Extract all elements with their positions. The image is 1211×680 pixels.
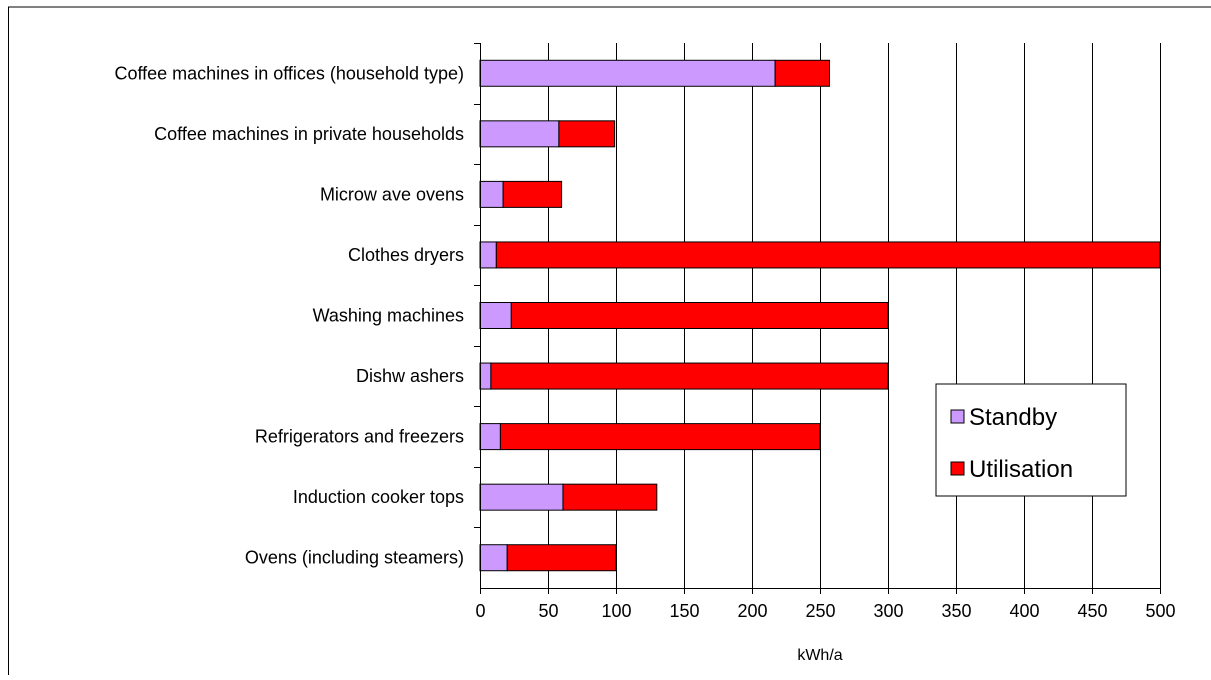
bar-standby [479, 362, 492, 390]
bar-standby [479, 241, 497, 269]
category-label: Dishw ashers [356, 366, 464, 386]
x-tick-labels: 0 50 100 150 200 250 300 350 400 450 500 [475, 601, 1175, 621]
category-label: Washing machines [313, 306, 464, 326]
bar-standby [479, 483, 564, 511]
legend-swatch-standby [950, 409, 965, 424]
x-tick-label: 450 [1077, 601, 1107, 621]
bar-utilisation [558, 120, 616, 148]
legend-label-standby: Standby [969, 404, 1057, 431]
x-tick-label: 500 [1145, 601, 1175, 621]
x-tick-label: 0 [475, 601, 485, 621]
bar-utilisation [506, 544, 617, 572]
x-tick-label: 250 [805, 601, 835, 621]
bar-utilisation [510, 302, 889, 329]
bar-utilisation [562, 483, 658, 511]
legend: Standby Utilisation [935, 383, 1127, 497]
x-tick-label: 100 [601, 601, 631, 621]
legend-swatch-utilisation [950, 461, 965, 476]
x-tick-label: 200 [737, 601, 767, 621]
x-tick-label: 50 [538, 601, 558, 621]
bars [479, 59, 1161, 572]
axes [474, 43, 1161, 594]
category-label: Coffee machines in private households [154, 124, 464, 144]
category-labels: Coffee machines in offices (household ty… [114, 63, 464, 567]
category-label: Coffee machines in offices (household ty… [114, 63, 464, 83]
x-tick-label: 300 [873, 601, 903, 621]
bar-standby [479, 180, 504, 208]
category-label: Microw ave ovens [320, 184, 464, 204]
category-label: Ovens (including steamers) [245, 548, 464, 568]
bar-utilisation [499, 423, 821, 451]
legend-box [935, 383, 1127, 497]
bar-standby [479, 302, 512, 329]
category-label: Clothes dryers [348, 245, 464, 265]
legend-label-utilisation: Utilisation [969, 456, 1073, 483]
x-tick-label: 400 [1009, 601, 1039, 621]
category-label: Refrigerators and freezers [255, 427, 464, 447]
x-axis-title: kWh/a [797, 647, 842, 664]
bar-standby [479, 544, 508, 572]
bar-utilisation [490, 362, 889, 390]
bar-utilisation [502, 180, 563, 208]
bar-standby [479, 59, 776, 87]
bar-utilisation [495, 241, 1161, 269]
x-tick-label: 150 [669, 601, 699, 621]
bar-standby [479, 423, 501, 451]
category-label: Induction cooker tops [293, 487, 464, 507]
bar-utilisation [774, 59, 831, 87]
bar-standby [479, 120, 560, 148]
x-tick-label: 350 [941, 601, 971, 621]
